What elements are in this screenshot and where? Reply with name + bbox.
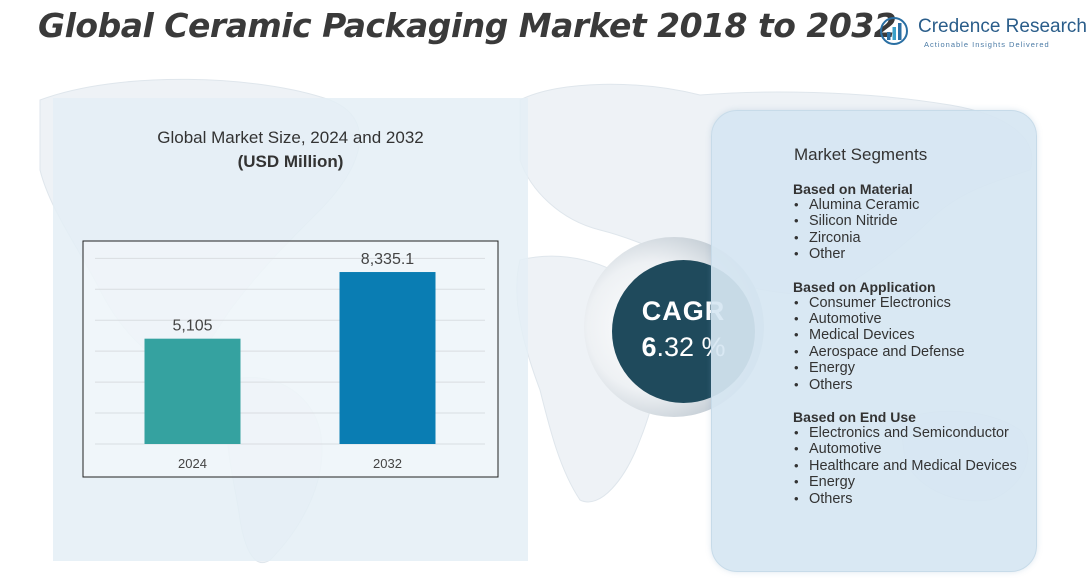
bar-2032	[339, 272, 436, 444]
market-size-bar-chart: 5,105 2024 8,335.1 2032	[82, 240, 499, 478]
market-size-panel: Global Market Size, 2024 and 2032 (USD M…	[53, 98, 528, 561]
segment-item: Healthcare and Medical Devices	[793, 458, 1033, 475]
segment-heading: Based on Application	[793, 278, 936, 295]
page-title: Global Ceramic Packaging Market 2018 to …	[38, 6, 897, 45]
segment-item: Alumina Ceramic	[793, 197, 1033, 214]
segment-heading: Based on Material	[793, 181, 913, 197]
segment-item: Energy	[793, 474, 1033, 491]
chart-title: Global Market Size, 2024 and 2032	[157, 128, 424, 147]
brand-name: Credence Research	[918, 16, 1087, 37]
segments-list: Based on Material Alumina Ceramic Silico…	[793, 181, 1033, 523]
data-label-2024: 5,105	[172, 318, 212, 335]
brand-mark-icon	[880, 17, 908, 45]
segment-group-material: Based on Material Alumina Ceramic Silico…	[793, 181, 1033, 263]
segment-item: Other	[793, 246, 1033, 263]
segment-item: Silicon Nitride	[793, 213, 1033, 230]
brand-tagline: Actionable Insights Delivered	[924, 40, 1050, 49]
segment-item: Others	[793, 377, 1033, 394]
segment-item: Energy	[793, 360, 1033, 377]
segment-heading: Based on End Use	[793, 409, 916, 426]
segment-group-application: Based on Application Consumer Electronic…	[793, 278, 1033, 394]
cagr-value-integer: 6	[641, 332, 657, 362]
segment-item: Others	[793, 491, 1033, 508]
market-segments-panel: Market Segments Based on Material Alumin…	[711, 110, 1037, 572]
chart-subtitle: (USD Million)	[237, 152, 344, 171]
segment-group-end-use: Based on End Use Electronics and Semicon…	[793, 409, 1033, 507]
segment-item: Zirconia	[793, 230, 1033, 247]
segment-item: Medical Devices	[793, 327, 1033, 344]
segment-item: Aerospace and Defense	[793, 344, 1033, 361]
segment-item: Automotive	[793, 441, 1033, 458]
bar-2024	[144, 338, 241, 444]
brand-logo: Credence Research Actionable Insights De…	[880, 14, 1087, 54]
x-tick-label-2032: 2032	[373, 456, 402, 471]
cagr-label: CAGR	[641, 296, 726, 326]
segment-item: Automotive	[793, 311, 1033, 328]
data-label-2032: 8,335.1	[361, 251, 414, 268]
segment-item: Electronics and Semiconductor	[793, 425, 1033, 442]
segments-title: Market Segments	[794, 145, 928, 164]
segment-item: Consumer Electronics	[793, 295, 1033, 312]
x-tick-label-2024: 2024	[178, 456, 207, 471]
